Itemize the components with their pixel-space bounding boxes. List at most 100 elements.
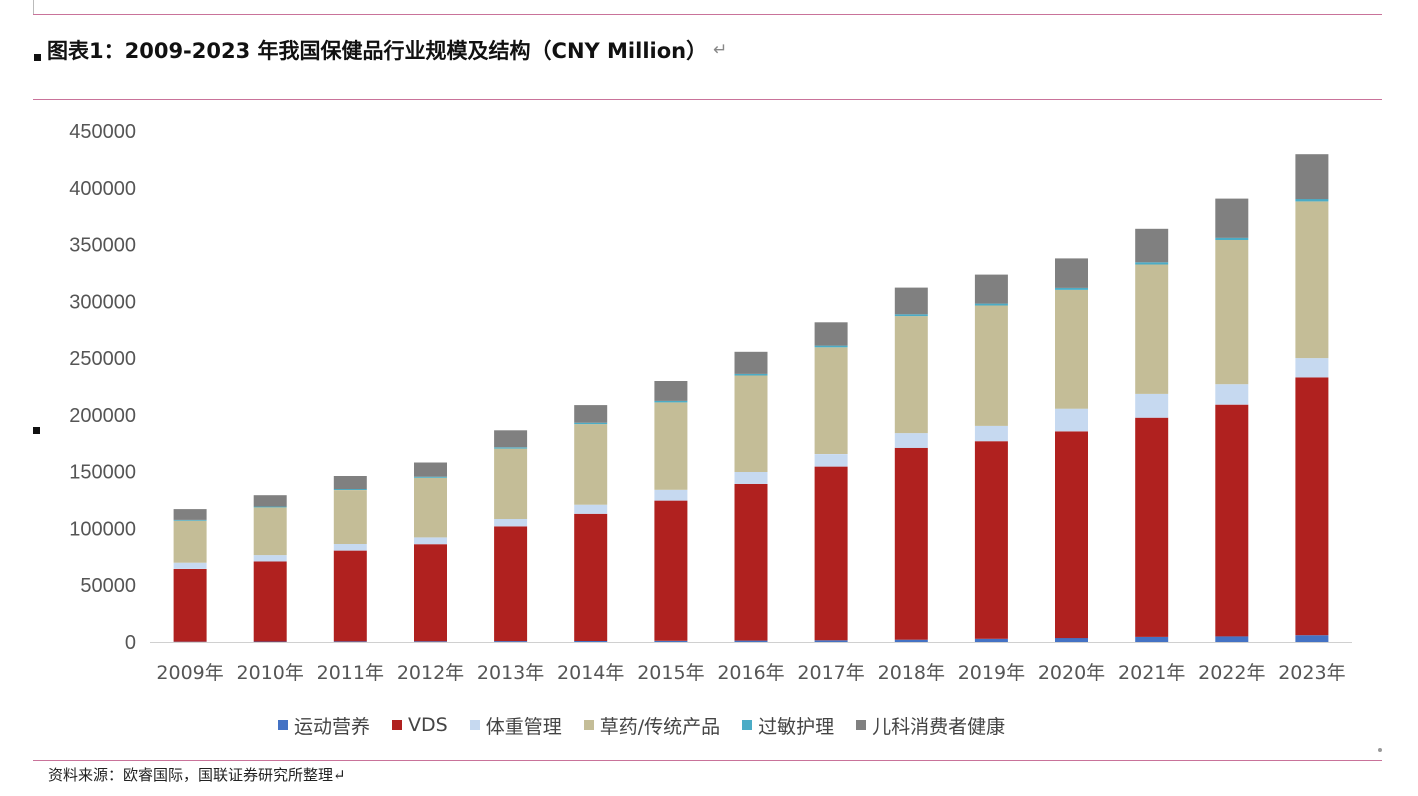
top-rule	[33, 14, 1382, 15]
y-tick-label: 450000	[69, 121, 136, 143]
bar-segment	[253, 561, 287, 642]
bar-segment	[1135, 417, 1169, 637]
bar-segment	[173, 509, 207, 520]
y-tick-label: 150000	[69, 462, 136, 484]
bar-segment	[894, 447, 928, 640]
x-tick-label: 2019年	[958, 662, 1025, 684]
bar-segment	[654, 500, 688, 641]
bar-segment	[494, 430, 528, 448]
bar-segment	[173, 562, 207, 569]
bar-segment	[974, 441, 1008, 639]
bar-segment	[173, 569, 207, 642]
bar-segment	[414, 537, 447, 545]
bar-segment	[734, 483, 768, 641]
legend-label: 运动营养	[294, 715, 371, 738]
bar-segment	[1295, 377, 1329, 636]
bar-segment	[414, 477, 447, 538]
x-tick-label: 2015年	[637, 662, 704, 684]
bar-segment	[494, 641, 528, 642]
bar-segment	[1055, 638, 1088, 642]
x-tick-label: 2020年	[1038, 662, 1105, 684]
bar-segment	[494, 448, 528, 519]
return-mark-icon: ↵	[713, 40, 728, 60]
bar-segment	[654, 640, 688, 642]
chart-title: 图表1：2009-2023 年我国保健品行业规模及结构（CNY Million）	[47, 39, 708, 63]
bar-segment	[974, 638, 1008, 642]
bar-segment	[1135, 228, 1169, 263]
title-bullet-icon	[34, 53, 41, 61]
bar-segment	[894, 287, 928, 315]
bar-segment	[1055, 290, 1088, 409]
bar-segment	[333, 476, 367, 490]
bar-segment	[1295, 154, 1329, 200]
bar-segment	[414, 462, 447, 477]
x-tick-label: 2018年	[878, 662, 945, 684]
legend-swatch	[278, 720, 288, 730]
bar-segment	[1295, 635, 1329, 642]
legend-item: VDS	[392, 714, 448, 736]
y-tick-label: 200000	[69, 405, 136, 427]
bar-segment	[814, 347, 848, 454]
stacked-bar-chart: 0 50000 100000 150000 200000 250000 300000 3500…	[69, 121, 1352, 684]
bar-segment	[1135, 393, 1169, 418]
y-tick-label: 300000	[69, 291, 136, 313]
bar-segment	[333, 489, 367, 490]
bar-segment	[1215, 240, 1249, 385]
y-tick-label: 0	[125, 632, 136, 654]
bar-segment	[494, 526, 528, 642]
bar-segment	[1215, 384, 1249, 405]
legend-label: 草药/传统产品	[599, 715, 721, 738]
bar-segment	[1055, 408, 1088, 432]
bar-segment	[654, 402, 688, 490]
bar-segment	[414, 641, 447, 642]
y-axis: 0 50000 100000 150000 200000 250000 300000 3500…	[69, 121, 136, 654]
bar-segment	[253, 506, 287, 508]
bar-segment	[1215, 237, 1249, 240]
title-underline-rule	[33, 99, 1382, 100]
x-tick-label: 2014年	[557, 662, 624, 684]
bar-segment	[333, 490, 367, 544]
chart-legend: 运动营养 VDS 体重管理 草药/传统产品 过敏护理 儿科消费者健康	[278, 712, 1027, 738]
legend-swatch	[583, 720, 594, 730]
bar-segment	[414, 544, 447, 642]
bar-segment	[574, 504, 608, 514]
bar-segment	[814, 454, 848, 467]
legend-item: 运动营养	[278, 712, 370, 739]
legend-item: 儿科消费者健康	[856, 712, 1005, 739]
bar-segment	[734, 373, 768, 376]
bar-segment	[814, 345, 848, 348]
bar-segment	[574, 405, 608, 423]
bar-segment	[494, 447, 528, 449]
bar-segment	[894, 433, 928, 448]
bar-segment	[1295, 201, 1329, 359]
legend-label: 过敏护理	[758, 715, 835, 738]
bar-segment	[253, 641, 287, 642]
x-tick-label: 2017年	[797, 662, 864, 684]
chart-title-row: 图表1：2009-2023 年我国保健品行业规模及结构（CNY Million）…	[34, 32, 727, 68]
paragraph-bullet-icon	[33, 427, 40, 434]
legend-label: VDS	[408, 714, 448, 736]
bar-segment	[734, 375, 768, 472]
y-tick-label: 250000	[69, 348, 136, 370]
bar-segment	[333, 544, 367, 551]
bar-segment	[253, 555, 287, 562]
corner-dot	[1378, 748, 1382, 752]
bar-segment	[1055, 258, 1088, 288]
bar-segment	[974, 303, 1008, 306]
bar-segment	[734, 472, 768, 484]
bar-segment	[574, 641, 608, 642]
bar-segment	[1055, 431, 1088, 639]
legend-swatch	[469, 720, 480, 730]
bar-segment	[1215, 198, 1249, 238]
bar-segment	[574, 513, 608, 641]
bar-segment	[894, 314, 928, 317]
footer-rule	[33, 760, 1382, 761]
bar-segment	[974, 274, 1008, 304]
bar-segment	[1055, 287, 1088, 290]
legend-item: 过敏护理	[742, 712, 834, 739]
bar-segment	[253, 495, 287, 507]
bar-segment	[814, 322, 848, 346]
x-tick-label: 2009年	[156, 662, 223, 684]
y-tick-label: 50000	[80, 575, 136, 597]
bar-segment	[574, 422, 608, 425]
